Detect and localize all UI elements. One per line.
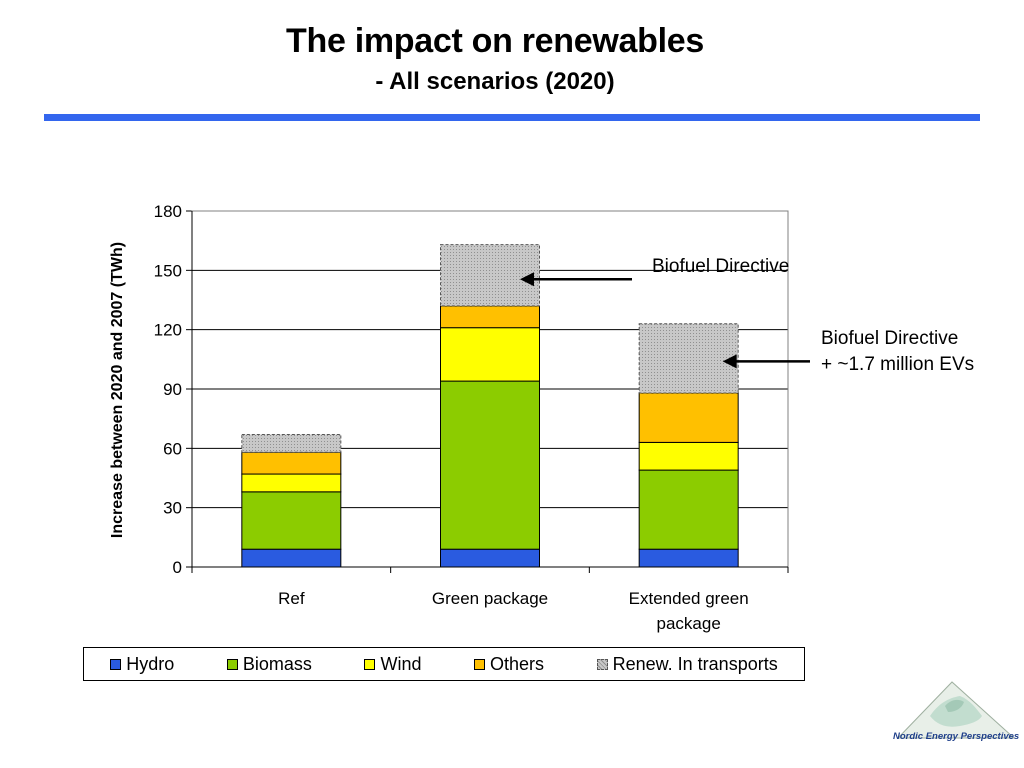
legend-swatch-biomass xyxy=(226,658,238,670)
y-axis-label: Increase between 2020 and 2007 (TWh) xyxy=(109,241,126,539)
legend-item-hydro: Hydro xyxy=(110,654,174,675)
x-tick-label: Ref xyxy=(278,589,305,608)
legend-label-biomass: Biomass xyxy=(242,653,312,674)
bar-segment-wind xyxy=(440,327,540,382)
chart-legend: Hydro Biomass Wind Others Renew. In tran… xyxy=(83,647,805,681)
bar-segment-transport xyxy=(440,244,540,307)
page-title: The impact on renewables xyxy=(286,22,704,60)
x-tick-label: package xyxy=(657,614,721,633)
bar-segment-biomass xyxy=(241,491,342,550)
annotation-arrow-head xyxy=(722,354,737,369)
legend-label-transports: Renew. In transports xyxy=(612,653,778,674)
bar-segment-biomass xyxy=(638,469,739,550)
annotation-biofuel-evs-line2: + ~1.7 million EVs xyxy=(821,354,975,375)
bar-segment-transport xyxy=(241,433,342,453)
annotation-biofuel-evs: Biofuel Directive + ~1.7 million EVs xyxy=(821,326,974,378)
x-tick-label: Green package xyxy=(432,589,548,608)
legend-label-others: Others xyxy=(490,653,545,674)
page-subtitle: - All scenarios (2020) xyxy=(375,68,615,95)
bar-segment-biomass xyxy=(440,380,540,550)
legend-label-hydro: Hydro xyxy=(126,653,175,674)
legend-swatch-hydro xyxy=(110,658,122,670)
y-tick-label: 60 xyxy=(163,439,182,458)
y-tick-label: 0 xyxy=(173,558,182,577)
title-rule xyxy=(44,114,980,121)
legend-item-wind: Wind xyxy=(364,654,421,675)
bar-segment-wind xyxy=(638,441,739,471)
x-tick-label: Extended green xyxy=(629,589,749,608)
bar-segment-transport xyxy=(638,323,739,394)
logo-text: Nordic Energy Perspectives xyxy=(893,731,1020,742)
y-tick-label: 120 xyxy=(154,321,182,340)
legend-label-wind: Wind xyxy=(380,653,422,674)
y-tick-label: 90 xyxy=(163,380,182,399)
y-tick-label: 30 xyxy=(163,499,182,518)
logo-map-icon xyxy=(896,681,1016,739)
legend-swatch-others xyxy=(474,658,486,670)
y-tick-label: 150 xyxy=(154,261,182,280)
annotation-arrow-head xyxy=(520,272,534,287)
legend-swatch-wind xyxy=(364,658,376,670)
bar-segment-others xyxy=(241,451,342,475)
bar-segment-hydro xyxy=(638,548,739,568)
bar-segment-others xyxy=(440,305,540,329)
y-tick-label: 180 xyxy=(154,202,182,221)
annotation-biofuel-evs-line1: Biofuel Directive xyxy=(821,328,959,349)
bar-segment-wind xyxy=(241,473,342,493)
bar-segment-hydro xyxy=(241,548,342,568)
legend-item-others: Others xyxy=(474,654,544,675)
legend-item-transports: Renew. In transports xyxy=(596,653,778,675)
bar-segment-hydro xyxy=(440,548,540,568)
legend-swatch-transports xyxy=(596,658,608,670)
annotation-biofuel-line: Biofuel Directive xyxy=(652,256,790,277)
annotation-biofuel: Biofuel Directive xyxy=(652,254,789,280)
bar-segment-others xyxy=(638,392,739,443)
legend-item-biomass: Biomass xyxy=(226,653,312,675)
